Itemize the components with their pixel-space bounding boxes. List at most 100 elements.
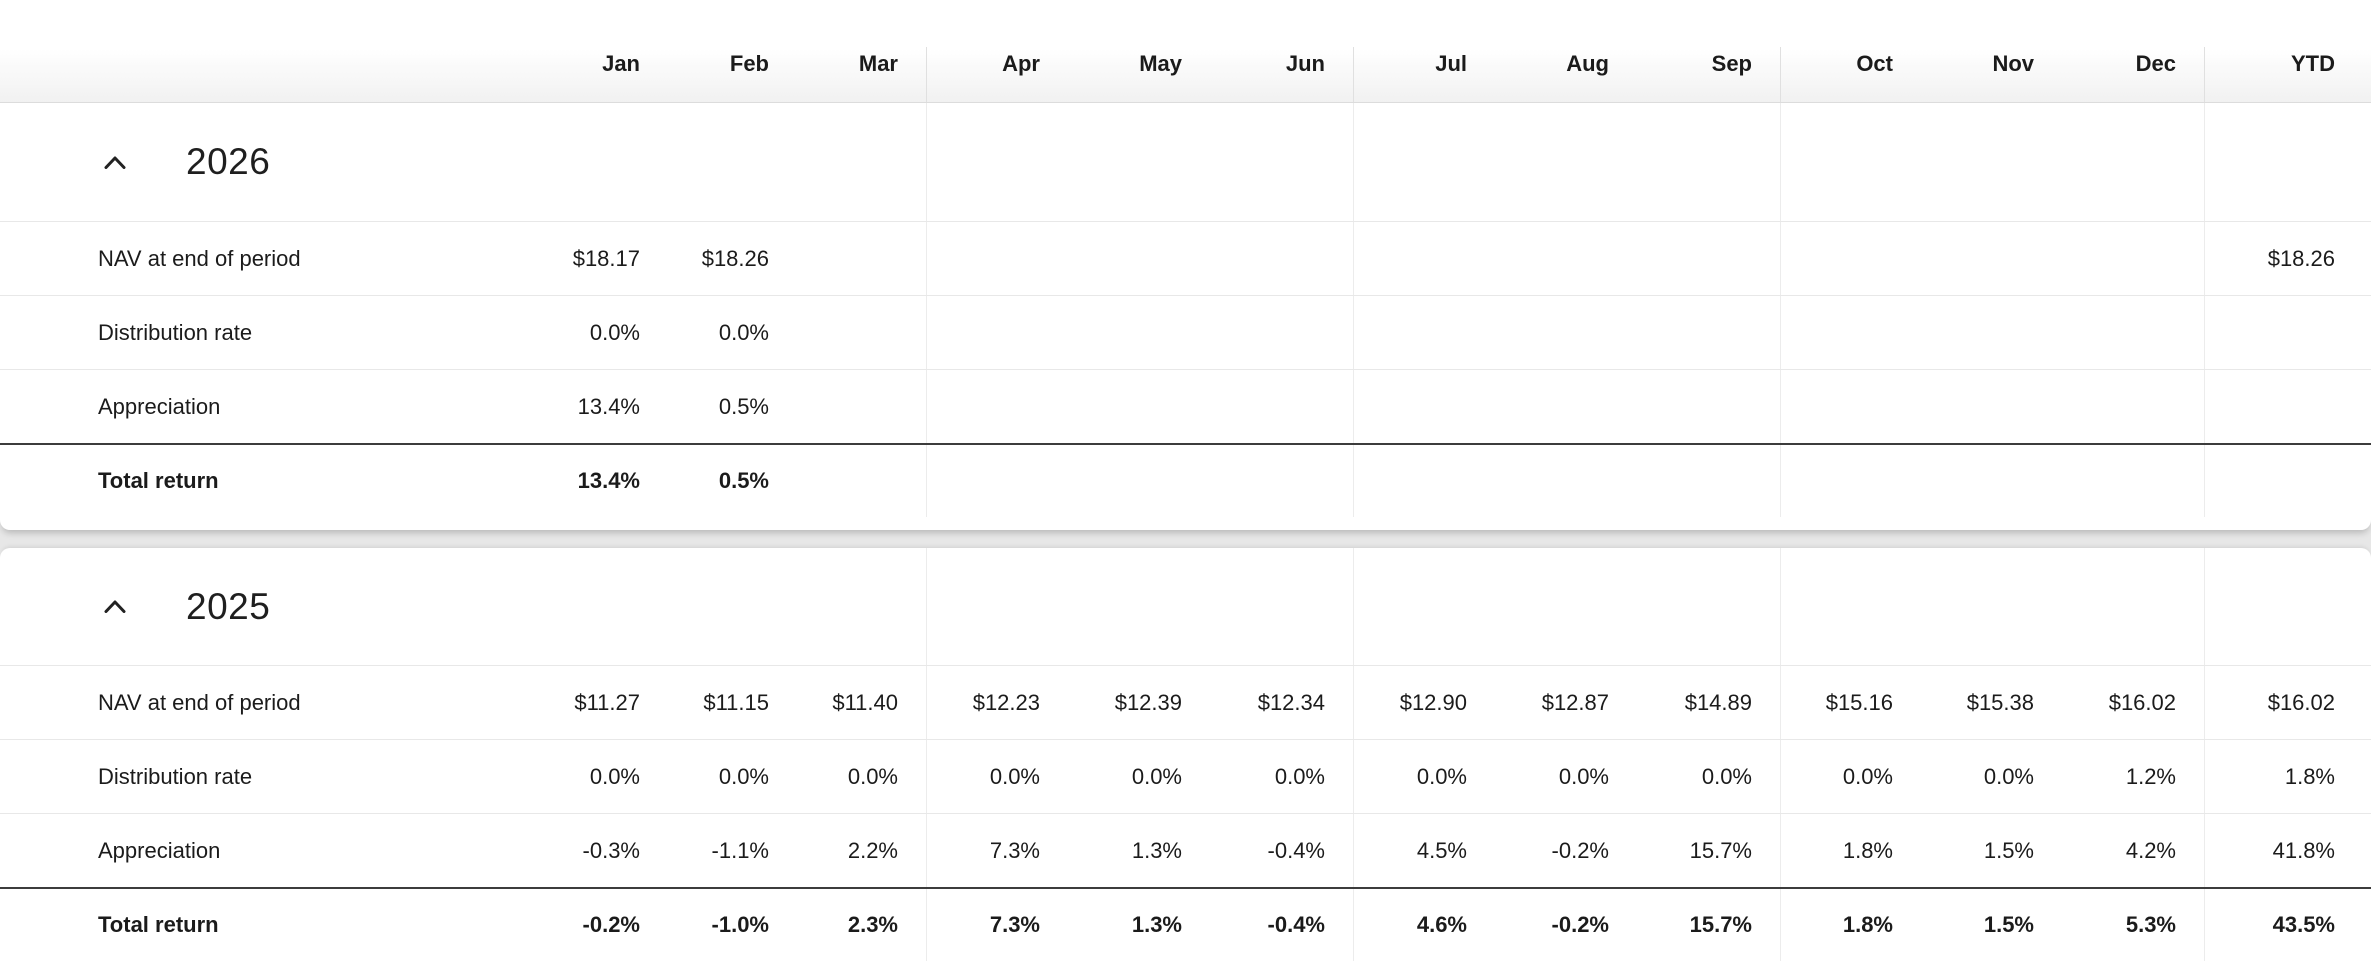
year-row-cell — [540, 548, 668, 665]
table-cell: -0.2% — [1551, 837, 1609, 863]
row-label: Total return — [98, 468, 219, 493]
table-cell — [1780, 370, 1921, 443]
year-row-cell — [1210, 548, 1353, 665]
table-row: Distribution rate 0.0% 0.0% 0.0% 0.0% 0.0% 0.0… — [0, 739, 2371, 813]
table-cell — [1068, 222, 1210, 295]
table-cell: $12.23 — [926, 666, 1068, 739]
table-cell: 13.4% — [577, 393, 640, 419]
table-cell — [1921, 370, 2062, 443]
column-header-jan: Jan — [602, 51, 640, 76]
table-body: 2026 NAV at end of period $18.17 $18.26 $18.… — [0, 103, 2371, 975]
year-row-cell — [1921, 103, 2062, 221]
table-cell: 0.5% — [718, 468, 769, 493]
table-cell — [2062, 222, 2204, 295]
table-cell — [2062, 445, 2204, 517]
table-cell: $12.87 — [1541, 689, 1609, 715]
table-cell: $12.90 — [1353, 666, 1495, 739]
table-cell — [926, 222, 1068, 295]
table-row: Total return 13.4% 0.5% — [0, 443, 2371, 517]
table-cell: 13.4% — [577, 468, 640, 493]
year-row-cell — [1637, 103, 1780, 221]
table-cell: 0.0% — [589, 319, 640, 345]
year-row-cell — [1210, 103, 1353, 221]
table-cell: 1.5% — [1983, 912, 2034, 937]
table-row: Distribution rate 0.0% 0.0% — [0, 295, 2371, 369]
year-row-cell — [668, 548, 797, 665]
chevron-up-icon — [104, 156, 126, 169]
table-header-row: Jan Feb Mar Apr May Jun Jul Aug Sep Oct Nov Dec YTD — [0, 0, 2371, 103]
table-cell: 1.3% — [1131, 837, 1182, 863]
year-row-cell — [540, 103, 668, 221]
table-cell: $15.38 — [1966, 689, 2034, 715]
table-cell: 0.0% — [589, 763, 640, 789]
column-header-feb: Feb — [729, 51, 769, 76]
table-cell: -0.2% — [582, 912, 640, 937]
column-header-sep: Sep — [1711, 51, 1752, 76]
table-cell: -1.1% — [711, 837, 769, 863]
table-cell — [1780, 296, 1921, 369]
table-cell — [1780, 445, 1921, 517]
year-row-cell — [797, 103, 926, 221]
year-row-cell — [1780, 548, 1921, 665]
year-heading-row: 2026 — [0, 103, 2371, 221]
table-cell: $16.02 — [2204, 666, 2371, 739]
table-cell: $14.89 — [1684, 689, 1752, 715]
collapse-section-button[interactable] — [104, 600, 126, 613]
table-cell — [1637, 296, 1780, 369]
table-cell — [797, 445, 926, 517]
table-cell — [1353, 296, 1495, 369]
table-cell: $18.26 — [2204, 222, 2371, 295]
table-cell: 7.3% — [926, 814, 1068, 887]
year-row-cell — [1068, 548, 1210, 665]
table-cell: 0.0% — [1701, 763, 1752, 789]
year-row-cell — [2204, 103, 2371, 221]
year-row-cell — [668, 103, 797, 221]
table-cell: -0.4% — [1267, 912, 1325, 937]
table-cell: $11.15 — [703, 689, 769, 715]
table-cell — [1068, 445, 1210, 517]
column-header-aug: Aug — [1566, 51, 1609, 76]
table-cell: 4.2% — [2125, 837, 2176, 863]
table-row: Appreciation 13.4% 0.5% — [0, 369, 2371, 443]
table-cell — [2062, 370, 2204, 443]
row-label: Appreciation — [98, 837, 221, 863]
column-header-may: May — [1139, 51, 1182, 76]
table-cell: $18.17 — [572, 245, 640, 271]
table-cell: 15.7% — [1689, 837, 1752, 863]
year-label: 2025 — [186, 585, 271, 627]
table-cell: 15.7% — [1689, 912, 1752, 937]
table-cell: 0.0% — [926, 740, 1068, 813]
table-cell: 0.0% — [1780, 740, 1921, 813]
year-section-2026: 2026 NAV at end of period $18.17 $18.26 $18.… — [0, 103, 2371, 530]
table-cell — [797, 222, 926, 295]
table-cell: $16.02 — [2108, 689, 2176, 715]
row-label: NAV at end of period — [98, 245, 301, 271]
table-cell: 1.8% — [2204, 740, 2371, 813]
year-section-2025: 2025 NAV at end of period $11.27 $11.15 $11.… — [0, 548, 2371, 975]
table-cell: 0.0% — [718, 763, 769, 789]
table-cell — [1068, 370, 1210, 443]
year-row-cell — [1495, 103, 1637, 221]
year-row-cell — [2062, 548, 2204, 665]
table-cell — [797, 296, 926, 369]
table-cell: 0.0% — [1131, 763, 1182, 789]
table-cell: 2.2% — [847, 837, 898, 863]
table-cell: -1.0% — [711, 912, 769, 937]
table-cell: 4.6% — [1353, 889, 1495, 961]
collapse-section-button[interactable] — [104, 156, 126, 169]
table-cell: 0.0% — [847, 763, 898, 789]
year-heading-cell: 2025 — [0, 548, 540, 665]
year-row-cell — [1353, 548, 1495, 665]
row-label: Total return — [98, 912, 219, 937]
year-row-cell — [2062, 103, 2204, 221]
table-cell: 1.8% — [1780, 814, 1921, 887]
column-header-jun: Jun — [1285, 51, 1325, 76]
table-cell — [1921, 222, 2062, 295]
table-cell — [1637, 445, 1780, 517]
table-cell: $11.27 — [574, 689, 640, 715]
year-label: 2026 — [186, 141, 271, 182]
table-cell — [2204, 296, 2371, 369]
table-row: Appreciation -0.3% -1.1% 2.2% 7.3% 1.3% -0.4% 4… — [0, 813, 2371, 887]
column-header-ytd: YTD — [2204, 0, 2371, 102]
table-cell: 0.0% — [1274, 763, 1325, 789]
